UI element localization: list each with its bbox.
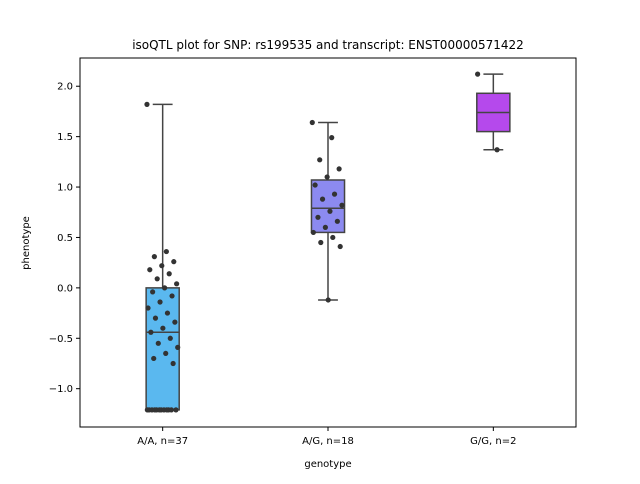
data-point [169,293,175,299]
data-point [163,350,169,357]
chart-title: isoQTL plot for SNP: rs199535 and transc… [132,38,524,52]
y-tick-label: −1.0 [49,384,73,395]
x-axis: A/A, n=37 A/G, n=18 G/G, n=2 [137,427,516,447]
data-point [150,289,156,295]
data-point [168,407,174,413]
y-tick-label: 0.5 [57,233,73,244]
y-axis-label: phenotype [21,216,32,270]
data-point [144,407,150,413]
data-point [159,263,165,269]
y-tick-label: 2.0 [57,82,73,93]
data-point [145,305,151,311]
x-tick-label: A/A, n=37 [137,436,188,447]
y-tick-label: −0.5 [49,334,73,345]
data-point [148,329,154,335]
data-point [331,191,338,197]
data-point [329,135,335,141]
y-tick-label: 1.0 [57,183,73,194]
data-point [173,407,179,413]
points-a-g-n-18 [309,119,345,303]
x-tick-label: G/G, n=2 [470,436,516,447]
data-point [322,224,328,230]
points-a-a-n-37 [144,101,181,413]
data-point [324,174,330,180]
iqr-box-a-g-n-18 [310,179,346,234]
data-point [330,234,336,241]
data-point [172,319,178,325]
data-point [156,407,162,413]
data-point [339,202,345,208]
data-point [337,243,343,250]
plot-area [144,71,511,413]
data-point [171,259,177,265]
data-point [155,340,161,346]
data-point [151,355,157,362]
data-point [164,310,171,316]
data-point [152,315,159,321]
data-point [144,101,150,107]
data-point [163,248,169,255]
data-point [318,239,324,246]
y-tick-label: 0.0 [57,283,73,294]
data-point [167,335,173,341]
y-tick-label: 1.5 [57,132,73,143]
x-axis-label: genotype [304,459,351,470]
data-point [475,71,481,77]
box-a-g-n-18 [310,121,346,301]
data-point [309,119,315,126]
data-point [336,166,342,172]
data-point [154,276,160,282]
data-point [334,218,340,224]
data-point [319,196,326,202]
data-point [160,325,166,331]
data-point [310,229,316,236]
x-tick-label: A/G, n=18 [302,436,354,447]
data-point [312,182,318,188]
data-point [170,360,176,367]
data-point [325,297,331,303]
points-g-g-n-2 [475,71,500,153]
data-point [315,214,321,220]
y-axis: −1.0 −0.5 0.0 0.5 1.0 1.5 2.0 [49,82,80,395]
data-point [327,208,333,214]
data-point [162,285,168,291]
data-point [175,344,181,350]
box-a-a-n-37 [145,103,180,411]
data-point [174,281,180,287]
data-point [157,299,163,305]
data-point [494,147,500,153]
data-point [151,254,157,260]
box-g-g-n-2 [476,73,511,151]
data-point [164,407,170,413]
iqr-box-a-a-n-37 [145,287,180,411]
data-point [166,271,172,277]
data-point [147,267,153,273]
data-point [152,407,158,413]
data-point [317,157,323,163]
